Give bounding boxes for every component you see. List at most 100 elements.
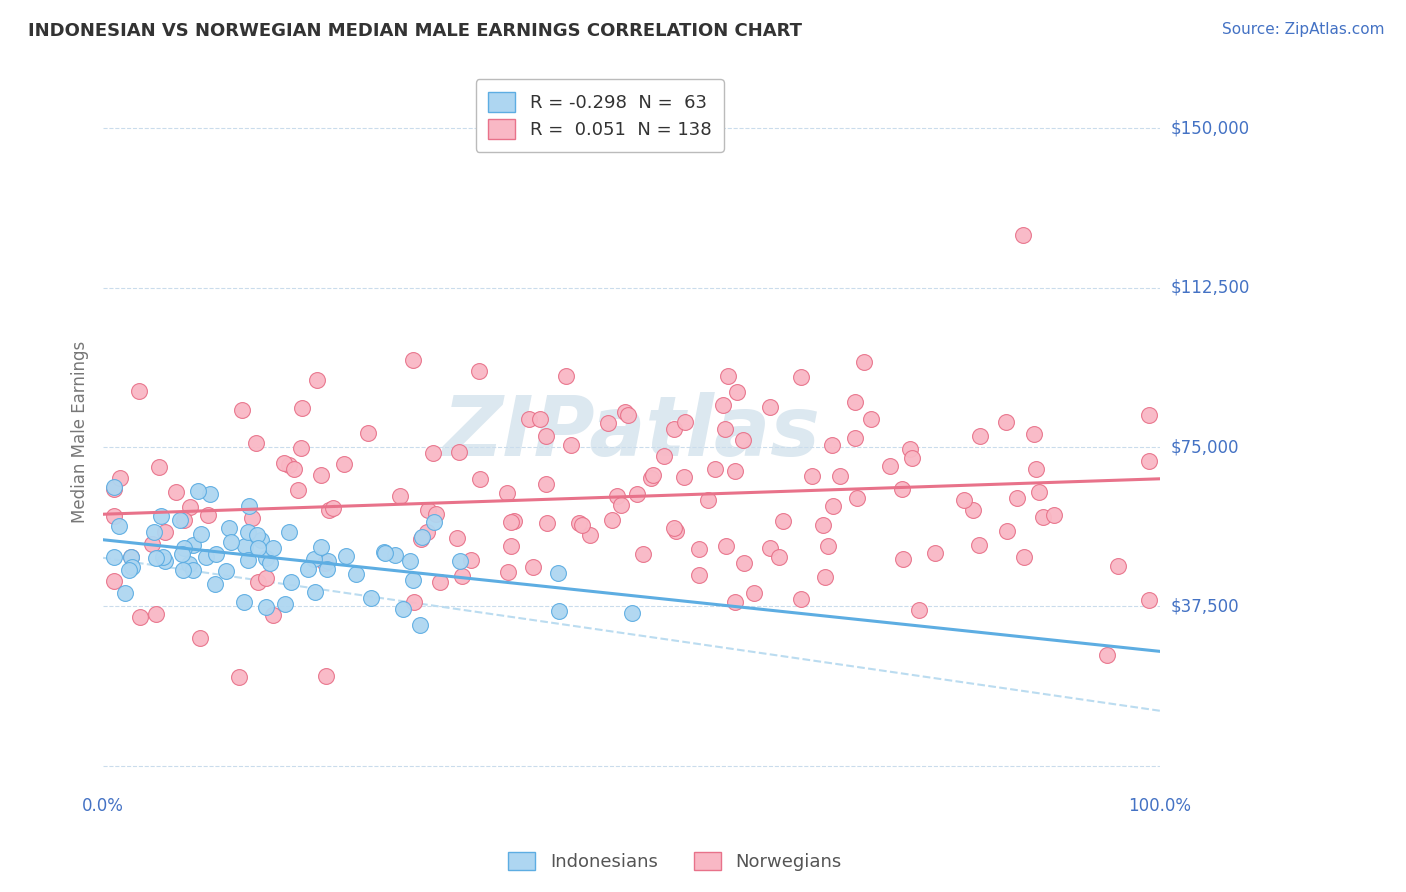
Point xyxy=(316,562,339,576)
Legend: Indonesians, Norwegians: Indonesians, Norwegians xyxy=(501,845,849,879)
Point xyxy=(165,485,187,500)
Text: $150,000: $150,000 xyxy=(1171,120,1250,137)
Point xyxy=(118,563,141,577)
Point xyxy=(398,554,420,568)
Point xyxy=(447,445,470,459)
Point xyxy=(318,503,340,517)
Point xyxy=(309,540,332,554)
Point xyxy=(238,524,260,539)
Point xyxy=(128,384,150,399)
Point xyxy=(662,521,685,535)
Point xyxy=(664,422,686,436)
Point xyxy=(423,515,446,529)
Point xyxy=(333,457,356,471)
Point xyxy=(103,508,125,523)
Point xyxy=(262,607,284,622)
Point xyxy=(499,539,522,553)
Point xyxy=(613,405,636,419)
Point xyxy=(103,549,125,564)
Point xyxy=(1012,550,1035,565)
Point xyxy=(153,554,176,568)
Point xyxy=(633,547,655,561)
Point xyxy=(188,632,211,646)
Point xyxy=(422,446,444,460)
Y-axis label: Median Male Earnings: Median Male Earnings xyxy=(72,341,89,524)
Point xyxy=(495,485,517,500)
Point xyxy=(177,557,200,571)
Point xyxy=(446,531,468,545)
Point xyxy=(1031,509,1053,524)
Point xyxy=(145,550,167,565)
Point xyxy=(496,566,519,580)
Text: $37,500: $37,500 xyxy=(1171,598,1240,615)
Point xyxy=(821,499,844,513)
Point xyxy=(169,513,191,527)
Point xyxy=(724,595,747,609)
Point xyxy=(309,467,332,482)
Point xyxy=(1005,491,1028,505)
Point xyxy=(1137,593,1160,607)
Point xyxy=(256,600,278,615)
Point xyxy=(789,591,811,606)
Point xyxy=(344,567,367,582)
Point xyxy=(1028,484,1050,499)
Point xyxy=(291,401,314,415)
Point xyxy=(240,511,263,525)
Point xyxy=(501,515,523,529)
Point xyxy=(316,553,339,567)
Point xyxy=(181,562,204,576)
Point xyxy=(283,462,305,476)
Point xyxy=(245,436,267,450)
Point xyxy=(616,408,638,422)
Point xyxy=(287,483,309,497)
Point xyxy=(108,471,131,485)
Point xyxy=(898,442,921,457)
Point xyxy=(596,416,619,430)
Point xyxy=(129,610,152,624)
Point xyxy=(335,549,357,564)
Point xyxy=(879,459,901,474)
Point xyxy=(173,541,195,555)
Point xyxy=(640,471,662,485)
Point xyxy=(314,556,336,570)
Point xyxy=(304,585,326,599)
Point xyxy=(170,547,193,561)
Point xyxy=(534,428,557,442)
Point xyxy=(302,552,325,566)
Point xyxy=(278,458,301,473)
Point xyxy=(759,401,782,415)
Point xyxy=(425,507,447,521)
Point xyxy=(995,524,1018,538)
Point xyxy=(844,431,866,445)
Point xyxy=(416,503,439,517)
Point xyxy=(1095,648,1118,662)
Point xyxy=(204,577,226,591)
Point xyxy=(120,549,142,564)
Point xyxy=(860,411,883,425)
Point xyxy=(290,441,312,455)
Point xyxy=(536,477,558,491)
Point xyxy=(772,514,794,528)
Point xyxy=(429,574,451,589)
Point xyxy=(232,595,254,609)
Point xyxy=(150,508,173,523)
Point xyxy=(606,489,628,503)
Text: Source: ZipAtlas.com: Source: ZipAtlas.com xyxy=(1222,22,1385,37)
Point xyxy=(759,541,782,555)
Point xyxy=(620,606,643,620)
Point xyxy=(103,483,125,497)
Point xyxy=(145,607,167,621)
Point xyxy=(205,547,228,561)
Point xyxy=(817,539,839,553)
Point xyxy=(643,467,665,482)
Point xyxy=(108,519,131,533)
Point xyxy=(811,517,834,532)
Point xyxy=(297,562,319,576)
Point xyxy=(554,368,576,383)
Point xyxy=(194,550,217,565)
Point xyxy=(830,469,852,483)
Point xyxy=(768,549,790,564)
Text: $112,500: $112,500 xyxy=(1171,278,1250,297)
Point xyxy=(411,532,433,546)
Point xyxy=(274,597,297,611)
